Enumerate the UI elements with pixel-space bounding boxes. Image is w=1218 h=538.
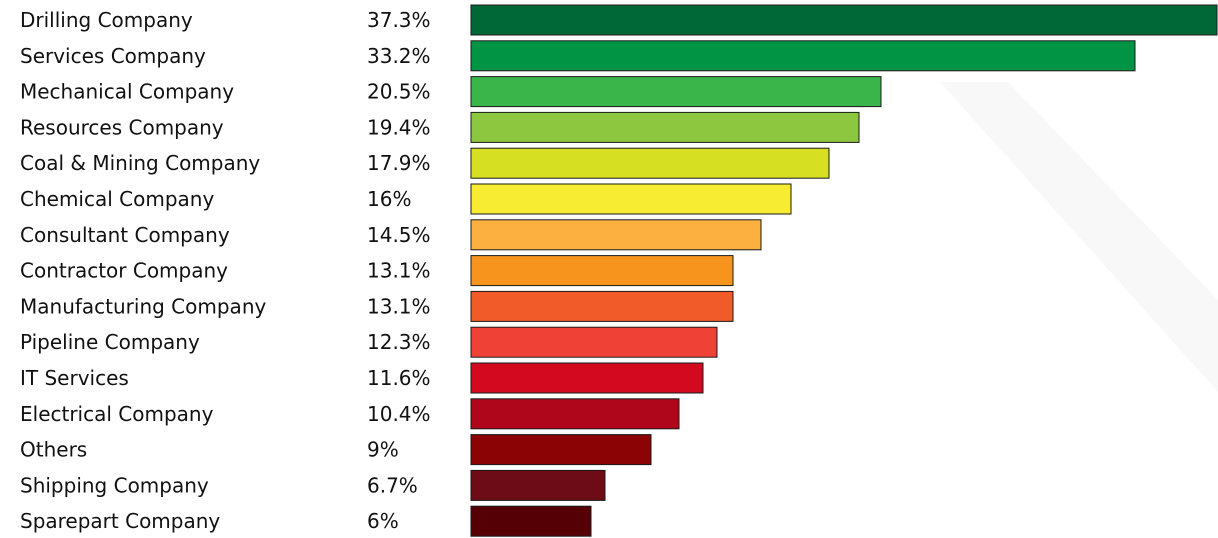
value-label: 20.5% <box>367 80 431 104</box>
category-label: Coal & Mining Company <box>20 151 260 175</box>
bar <box>470 219 762 251</box>
category-label: Drilling Company <box>20 8 193 32</box>
bar <box>470 469 606 501</box>
category-label: Services Company <box>20 44 206 68</box>
bar <box>470 290 734 322</box>
bar <box>470 183 792 215</box>
category-label: Contractor Company <box>20 259 228 283</box>
value-label: 10.4% <box>367 402 431 426</box>
value-label: 33.2% <box>367 44 431 68</box>
value-label: 17.9% <box>367 151 431 175</box>
bar <box>470 505 592 537</box>
background-watermark-stripe <box>940 82 1218 392</box>
bar <box>470 398 680 430</box>
bar-rows: Drilling Company 37.3% Services Company 33.… <box>20 4 1218 537</box>
category-label: Others <box>20 438 87 462</box>
value-label: 13.1% <box>367 294 431 318</box>
value-label: 11.6% <box>367 366 431 390</box>
bar <box>470 255 734 287</box>
category-label: Shipping Company <box>20 473 209 497</box>
bar <box>470 326 718 358</box>
value-label: 6.7% <box>367 473 418 497</box>
category-label: Mechanical Company <box>20 80 234 104</box>
bar <box>470 147 830 179</box>
bar <box>470 4 1218 36</box>
bar <box>470 76 882 108</box>
category-label: Manufacturing Company <box>20 294 266 318</box>
category-label: Resources Company <box>20 115 224 139</box>
category-label: IT Services <box>20 366 129 390</box>
category-label: Electrical Company <box>20 402 214 426</box>
value-label: 6% <box>367 509 399 533</box>
value-label: 9% <box>367 438 399 462</box>
category-label: Pipeline Company <box>20 330 200 354</box>
bar <box>470 362 704 394</box>
value-label: 14.5% <box>367 223 431 247</box>
category-label: Chemical Company <box>20 187 214 211</box>
value-label: 16% <box>367 187 411 211</box>
bar <box>470 111 860 143</box>
category-label: Sparepart Company <box>20 509 220 533</box>
value-label: 12.3% <box>367 330 431 354</box>
value-label: 37.3% <box>367 8 431 32</box>
value-label: 13.1% <box>367 259 431 283</box>
value-label: 19.4% <box>367 115 431 139</box>
bar <box>470 40 1136 72</box>
category-label: Consultant Company <box>20 223 230 247</box>
bar <box>470 434 652 466</box>
